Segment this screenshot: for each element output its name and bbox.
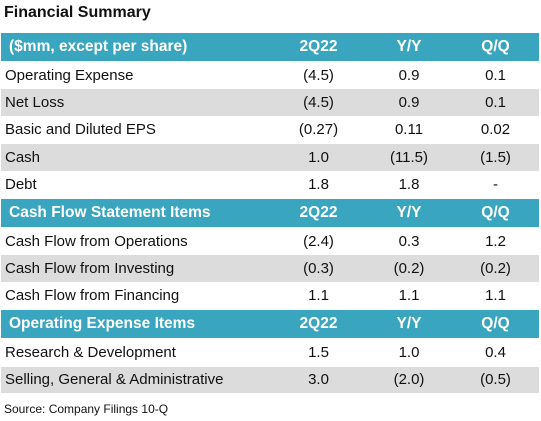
source-note: Source: Company Filings 10-Q [4,402,169,416]
value-cell: (11.5) [389,148,429,166]
label-cell: Research & Development [5,343,176,361]
value-cell: (0.5) [480,371,511,389]
section-header: ($mm, except per share) 2Q22 Y/Y Q/Q [1,33,539,62]
value-cell: (4.5) [303,94,334,112]
value-cell: - [493,176,498,194]
header-cell: Q/Q [481,315,510,333]
value-cell: (0.3) [303,260,334,278]
header-cell: Q/Q [481,203,510,221]
value-cell: 1.1 [485,287,506,305]
value-cell: (2.0) [393,371,425,389]
table-row: Debt 1.8 1.8 - [1,172,539,199]
value-cell: (0.2) [480,260,511,278]
title: Financial Summary [4,4,151,21]
value-cell: 3.0 [308,371,329,389]
header-cell: 2Q22 [299,315,338,333]
table-row: Cash Flow from Investing (0.3) (0.2) (0.2) [1,255,539,283]
value-cell: 1.8 [308,176,329,194]
header-cell: 2Q22 [299,38,338,55]
label-cell: Operating Expense [5,66,134,84]
value-cell: (2.4) [303,232,334,250]
value-cell: 1.2 [485,232,506,250]
value-cell: 1.0 [398,343,420,361]
value-cell: 1.5 [308,343,329,361]
label-cell: Selling, General & Administrative [5,371,224,389]
label-cell: Basic and Diluted EPS [5,121,156,139]
value-cell: 0.1 [485,66,506,84]
value-cell: 0.9 [398,94,420,112]
table-row: Cash Flow from Financing 1.1 1.1 1.1 [1,283,539,311]
header-cell: ($mm, except per share) [9,38,188,55]
table-row: Net Loss (4.5) 0.9 0.1 [1,89,539,117]
value-cell: 1.1 [398,287,420,305]
value-cell: 1.1 [308,287,329,305]
value-cell: (0.27) [298,121,339,139]
value-cell: 0.02 [480,121,511,139]
header-cell: 2Q22 [299,203,338,221]
value-cell: 0.4 [485,343,506,361]
header-cell: Q/Q [481,38,510,55]
table-row: Operating Expense (4.5) 0.9 0.1 [1,62,539,90]
value-cell: 0.9 [398,66,420,84]
header-cell: Cash Flow Statement Items [9,203,211,221]
table-row: Cash Flow from Operations (2.4) 0.3 1.2 [1,228,539,256]
label-cell: Cash [5,148,41,166]
label-cell: Debt [5,176,37,194]
table-row: Selling, General & Administrative 3.0 (2.0… [1,366,539,394]
value-cell: 0.11 [394,121,424,139]
table-row: Cash 1.0 (11.5) (1.5) [1,144,539,172]
value-cell: 1.8 [398,176,420,194]
header-cell: Y/Y [396,38,422,55]
header-cell: Y/Y [396,203,422,221]
summary-table: ($mm, except per share) 2Q22 Y/Y Q/Q Operati… [1,33,539,394]
value-cell: (0.2) [393,260,425,278]
label-cell: Cash Flow from Financing [5,287,180,305]
label-cell: Cash Flow from Operations [5,232,188,250]
header-cell: Y/Y [396,315,422,333]
label-cell: Net Loss [5,94,65,112]
label-cell: Cash Flow from Investing [5,260,175,278]
value-cell: (4.5) [303,66,334,84]
value-cell: 1.0 [308,148,329,166]
table-row: Basic and Diluted EPS (0.27) 0.11 0.02 [1,117,539,145]
table-row: Research & Development 1.5 1.0 0.4 [1,339,539,367]
section-header: Cash Flow Statement Items 2Q22 Y/Y Q/Q [1,198,539,228]
value-cell: 0.1 [485,94,506,112]
value-cell: 0.3 [398,232,420,250]
header-cell: Operating Expense Items [9,315,196,333]
section-header: Operating Expense Items 2Q22 Y/Y Q/Q [1,310,539,340]
value-cell: (1.5) [480,148,511,166]
